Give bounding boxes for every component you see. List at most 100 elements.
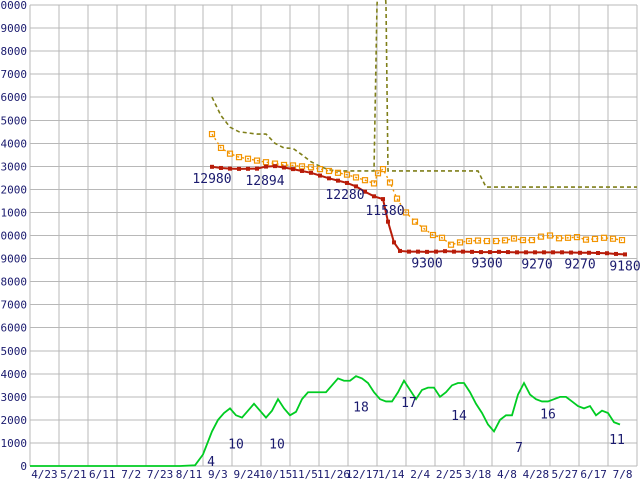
data-point-price-main (443, 249, 447, 254)
data-point-price-secondary (393, 195, 401, 202)
x-axis-ticks: 4/23 5/21 6/11 7/2 7/23 8/11 9/3 9/24 10/15 11/5 1… (31, 468, 632, 480)
x-axis-tick-label: 9/24 (234, 468, 261, 480)
x-axis-tick-label: 3/18 (465, 468, 492, 480)
data-point-price-main (381, 197, 385, 202)
x-axis-tick-label: 2/4 (410, 468, 430, 480)
data-point-price-main (587, 250, 591, 255)
data-point-price-secondary (492, 237, 500, 245)
data-label: 10 (228, 438, 244, 453)
data-label: 12280 (325, 188, 364, 203)
x-axis-tick-label: 8/11 (176, 468, 203, 480)
series-line-price-secondary (211, 133, 623, 246)
data-point-price-secondary (429, 231, 437, 239)
x-axis-tick-label: 2/25 (436, 468, 463, 480)
data-point-price-secondary (618, 237, 626, 244)
data-point-price-secondary (343, 171, 351, 178)
data-label: 16 (540, 408, 556, 423)
data-label: 14 (451, 409, 467, 424)
data-point-price-main (578, 250, 582, 255)
x-axis-tick-label: 9/3 (208, 468, 228, 480)
data-point-price-main (392, 240, 396, 245)
x-axis-tick-label: 10/15 (259, 468, 292, 480)
data-point-price-secondary (564, 234, 572, 241)
data-point-price-main (452, 249, 456, 254)
data-point-price-main (318, 173, 322, 178)
data-point-price-main (623, 252, 627, 257)
data-point-price-main (291, 167, 295, 172)
data-point-price-secondary (244, 155, 252, 162)
data-point-price-main (264, 164, 268, 169)
x-axis-tick-label: 7/23 (147, 468, 174, 480)
data-point-price-secondary (582, 236, 590, 243)
data-label: 9300 (471, 257, 502, 272)
data-point-price-main (506, 250, 510, 255)
data-point-price-secondary (447, 241, 455, 248)
data-point-price-secondary (591, 235, 599, 243)
data-point-price-main (470, 249, 474, 254)
x-axis-tick-label: 4/8 (497, 468, 517, 480)
y-axis-tick-label: 2000 (1, 414, 28, 427)
data-point-price-secondary (226, 150, 234, 157)
y-axis-tick-label: 15000 (0, 114, 27, 127)
data-point-price-secondary (510, 235, 518, 242)
data-point-price-main (237, 166, 241, 171)
data-point-price-main (614, 251, 618, 256)
data-point-price-main (479, 250, 483, 255)
data-point-price-secondary (555, 235, 563, 242)
y-axis-tick-label: 9000 (1, 253, 28, 266)
grid-layer (29, 4, 638, 467)
data-point-price-main (219, 165, 223, 170)
data-point-price-main (228, 166, 232, 171)
data-point-price-secondary (609, 235, 617, 242)
data-point-price-secondary (361, 177, 369, 184)
x-axis-tick-label: 11/5 (291, 468, 318, 480)
data-point-price-main (434, 249, 438, 254)
data-point-price-secondary (537, 233, 545, 240)
data-point-price-secondary (573, 234, 581, 241)
data-point-price-main (488, 250, 492, 255)
data-point-price-main (386, 219, 390, 224)
data-point-price-secondary (325, 167, 333, 175)
data-point-price-secondary (235, 154, 243, 161)
data-point-price-main (398, 248, 402, 253)
data-point-price-secondary (316, 166, 324, 173)
data-point-price-secondary (411, 218, 419, 225)
data-point-price-main (300, 168, 304, 173)
x-axis-tick-label: 6/17 (580, 468, 607, 480)
data-point-price-secondary (208, 130, 216, 138)
series-line-price-upper (211, 0, 637, 188)
y-axis-tick-label: 6000 (1, 322, 28, 335)
data-point-price-secondary (386, 179, 394, 186)
data-label: 9180 (609, 259, 640, 274)
y-axis-tick-label: 18000 (0, 45, 27, 58)
data-point-price-secondary (456, 239, 464, 246)
data-point-price-secondary (600, 234, 608, 241)
x-axis-tick-label: 7/2 (121, 468, 141, 480)
x-axis-tick-label: 4/28 (523, 468, 550, 480)
data-label: 7 (515, 441, 523, 456)
data-point-price-secondary (420, 225, 428, 232)
data-point-price-main (363, 189, 367, 194)
x-axis-tick-label: 1/14 (378, 468, 405, 480)
data-point-price-main (354, 184, 358, 189)
data-point-price-main (425, 249, 429, 254)
data-point-price-main (282, 165, 286, 170)
data-point-price-main (551, 250, 555, 255)
x-axis-tick-label: 5/21 (60, 468, 87, 480)
data-point-price-main (407, 249, 411, 254)
data-point-price-secondary (519, 237, 527, 244)
data-point-price-main (461, 249, 465, 254)
data-point-price-main (560, 250, 564, 255)
data-point-price-main (524, 250, 528, 255)
x-axis-tick-label: 4/23 (31, 468, 58, 480)
data-label: 12894 (245, 174, 284, 189)
data-point-price-secondary (374, 170, 382, 177)
y-axis-tick-label: 16000 (0, 91, 27, 104)
x-axis-tick-label: 5/27 (551, 468, 578, 480)
data-point-price-main (246, 166, 250, 171)
data-point-price-main (515, 250, 519, 255)
data-point-price-main (596, 251, 600, 256)
data-point-price-main (533, 250, 537, 255)
data-point-price-secondary (379, 166, 387, 173)
